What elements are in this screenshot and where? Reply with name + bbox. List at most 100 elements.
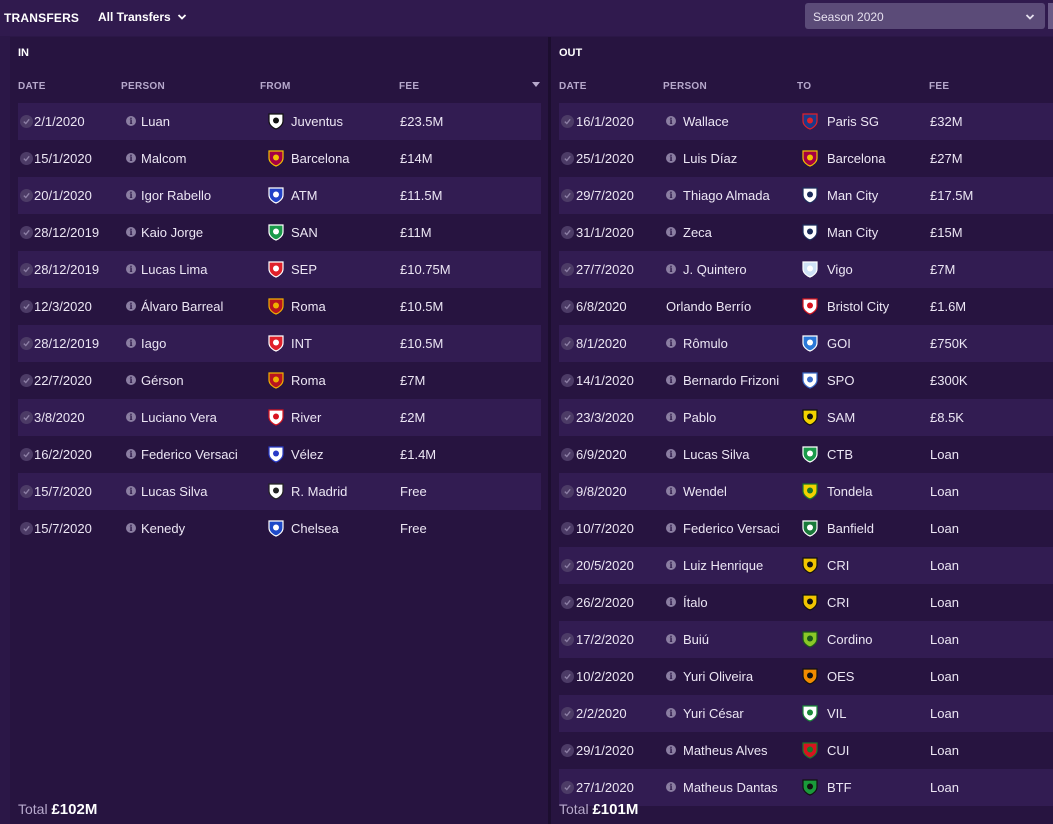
info-icon[interactable]: i — [666, 449, 676, 459]
person-link[interactable]: J. Quintero — [683, 262, 747, 277]
person-link[interactable]: Wallace — [683, 114, 729, 129]
person-link[interactable]: Rômulo — [683, 336, 728, 351]
table-row[interactable]: 31/1/2020 i Zeca Man City £15M — [559, 214, 1053, 251]
info-icon[interactable]: i — [126, 190, 136, 200]
column-header-person[interactable]: PERSON — [663, 81, 708, 92]
info-icon[interactable]: i — [126, 486, 136, 496]
club-link[interactable]: CRI — [827, 595, 850, 610]
table-row[interactable]: 20/5/2020 i Luiz Henrique CRI Loan — [559, 547, 1053, 584]
table-row[interactable]: 2/2/2020 i Yuri César VIL Loan — [559, 695, 1053, 732]
info-icon[interactable]: i — [126, 116, 136, 126]
club-link[interactable]: Bristol City — [827, 299, 890, 314]
table-row[interactable]: 16/2/2020 i Federico Versaci Vélez £1.4M — [18, 436, 541, 473]
person-link[interactable]: Álvaro Barreal — [141, 299, 224, 314]
info-icon[interactable]: i — [666, 782, 676, 792]
person-link[interactable]: Malcom — [141, 151, 187, 166]
person-link[interactable]: Yuri Oliveira — [683, 669, 754, 684]
table-row[interactable]: 27/7/2020 i J. Quintero Vigo £7M — [559, 251, 1053, 288]
table-row[interactable]: 29/7/2020 i Thiago Almada Man City £17.5M — [559, 177, 1053, 214]
info-icon[interactable]: i — [126, 449, 136, 459]
table-row[interactable]: 26/2/2020 i Ítalo CRI Loan — [559, 584, 1053, 621]
club-link[interactable]: CTB — [827, 447, 853, 462]
info-icon[interactable]: i — [666, 597, 676, 607]
info-icon[interactable]: i — [666, 116, 676, 126]
table-row[interactable]: 25/1/2020 i Luis Díaz Barcelona £27M — [559, 140, 1053, 177]
info-icon[interactable]: i — [126, 153, 136, 163]
club-link[interactable]: Man City — [827, 188, 879, 203]
column-header-to[interactable]: TO — [797, 81, 812, 92]
person-link[interactable]: Lucas Lima — [141, 262, 208, 277]
person-link[interactable]: Zeca — [683, 225, 712, 240]
person-link[interactable]: Yuri César — [683, 706, 744, 721]
table-row[interactable]: 3/8/2020 i Luciano Vera River £2M — [18, 399, 541, 436]
info-icon[interactable]: i — [666, 634, 676, 644]
club-link[interactable]: Paris SG — [827, 114, 880, 129]
club-link[interactable]: CRI — [827, 558, 850, 573]
club-link[interactable]: Roma — [291, 299, 326, 314]
table-row[interactable]: 27/1/2020 i Matheus Dantas BTF Loan — [559, 769, 1053, 806]
person-link[interactable]: Gérson — [141, 373, 184, 388]
person-link[interactable]: Ítalo — [683, 595, 708, 610]
person-link[interactable]: Pablo — [683, 410, 717, 425]
table-row[interactable]: 15/7/2020 i Lucas Silva R. Madrid Free — [18, 473, 541, 510]
person-link[interactable]: Lucas Silva — [683, 447, 750, 462]
column-header-from[interactable]: FROM — [260, 81, 291, 92]
person-link[interactable]: Luan — [141, 114, 170, 129]
club-link[interactable]: Vélez — [291, 447, 324, 462]
club-link[interactable]: River — [291, 410, 322, 425]
club-link[interactable]: SAN — [291, 225, 318, 240]
info-icon[interactable]: i — [666, 338, 676, 348]
person-link[interactable]: Orlando Berrío — [666, 299, 752, 314]
person-link[interactable]: Wendel — [683, 484, 727, 499]
club-link[interactable]: Vigo — [827, 262, 853, 277]
club-link[interactable]: GOI — [827, 336, 851, 351]
info-icon[interactable]: i — [126, 264, 136, 274]
person-link[interactable]: Kenedy — [141, 521, 186, 536]
club-link[interactable]: Man City — [827, 225, 879, 240]
table-row[interactable]: 10/7/2020 i Federico Versaci Banfield Loan — [559, 510, 1053, 547]
sort-descending-icon[interactable] — [532, 82, 540, 88]
table-row[interactable]: 28/12/2019 i Kaio Jorge SAN £11M — [18, 214, 541, 251]
info-icon[interactable]: i — [666, 745, 676, 755]
table-row[interactable]: 17/2/2020 i Buiú Cordino Loan — [559, 621, 1053, 658]
club-link[interactable]: SEP — [291, 262, 318, 277]
club-link[interactable]: Chelsea — [291, 521, 339, 536]
info-icon[interactable]: i — [126, 523, 136, 533]
person-link[interactable]: Matheus Dantas — [683, 780, 778, 795]
table-row[interactable]: 28/12/2019 i Lucas Lima SEP £10.75M — [18, 251, 541, 288]
person-link[interactable]: Federico Versaci — [683, 521, 780, 536]
person-link[interactable]: Thiago Almada — [683, 188, 770, 203]
info-icon[interactable]: i — [126, 375, 136, 385]
club-link[interactable]: Roma — [291, 373, 326, 388]
column-header-fee[interactable]: FEE — [929, 81, 950, 92]
table-row[interactable]: 15/1/2020 i Malcom Barcelona £14M — [18, 140, 541, 177]
info-icon[interactable]: i — [666, 560, 676, 570]
table-row[interactable]: 9/8/2020 i Wendel Tondela Loan — [559, 473, 1053, 510]
info-icon[interactable]: i — [666, 190, 676, 200]
info-icon[interactable]: i — [666, 523, 676, 533]
table-row[interactable]: 12/3/2020 i Álvaro Barreal Roma £10.5M — [18, 288, 541, 325]
club-link[interactable]: Barcelona — [291, 151, 350, 166]
table-row[interactable]: 8/1/2020 i Rômulo GOI £750K — [559, 325, 1053, 362]
column-header-person[interactable]: PERSON — [121, 81, 166, 92]
table-row[interactable]: 10/2/2020 i Yuri Oliveira OES Loan — [559, 658, 1053, 695]
club-link[interactable]: INT — [291, 336, 312, 351]
person-link[interactable]: Luiz Henrique — [683, 558, 764, 573]
info-icon[interactable]: i — [126, 301, 136, 311]
person-link[interactable]: Buiú — [683, 632, 710, 647]
table-row[interactable]: 2/1/2020 i Luan Juventus £23.5M — [18, 103, 541, 140]
column-header-date[interactable]: DATE — [559, 81, 587, 92]
table-row[interactable]: 15/7/2020 i Kenedy Chelsea Free — [18, 510, 541, 547]
column-header-fee[interactable]: FEE — [399, 81, 420, 92]
person-link[interactable]: Federico Versaci — [141, 447, 238, 462]
info-icon[interactable]: i — [666, 153, 676, 163]
club-link[interactable]: Juventus — [291, 114, 344, 129]
club-link[interactable]: SAM — [827, 410, 856, 425]
table-row[interactable]: 14/1/2020 i Bernardo Frizoni SPO £300K — [559, 362, 1053, 399]
person-link[interactable]: Lucas Silva — [141, 484, 208, 499]
table-row[interactable]: 28/12/2019 i Iago INT £10.5M — [18, 325, 541, 362]
club-link[interactable]: ATM — [291, 188, 318, 203]
column-header-date[interactable]: DATE — [18, 81, 46, 92]
club-link[interactable]: VIL — [827, 706, 847, 721]
club-link[interactable]: R. Madrid — [291, 484, 348, 499]
